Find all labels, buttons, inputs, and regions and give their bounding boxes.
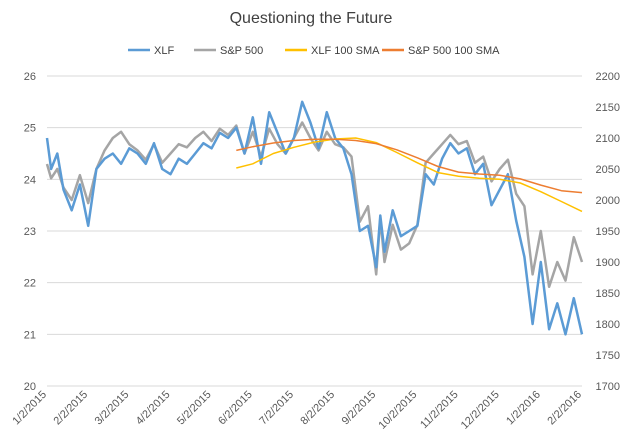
right-tick-label: 1900 xyxy=(596,257,620,269)
left-axis: 20 21 22 23 24 25 26 xyxy=(24,71,36,393)
right-tick-label: 2100 xyxy=(596,133,620,145)
series-line-xlf xyxy=(45,100,584,336)
x-tick-label: 7/2/2015 xyxy=(257,389,296,428)
series-line-xlf-100-sma xyxy=(236,137,583,213)
x-tick-label: 2/2/2016 xyxy=(545,389,584,428)
right-axis: 1700 1750 1800 1850 1900 1950 2000 2050 2100 2150… xyxy=(596,71,620,393)
series-line-s-p-500-100-sma xyxy=(236,138,583,194)
legend: XLF S&P 500 XLF 100 SMA S&P 500 100 SMA xyxy=(128,45,500,57)
series-lines xyxy=(45,100,584,336)
right-tick-label: 2150 xyxy=(596,102,620,114)
left-tick-label: 26 xyxy=(24,71,36,83)
x-tick-label: 10/2/2015 xyxy=(376,389,419,432)
legend-label: S&P 500 xyxy=(220,45,263,57)
x-tick-label: 2/2/2015 xyxy=(52,389,91,428)
right-tick-label: 1850 xyxy=(596,288,620,300)
right-tick-label: 1700 xyxy=(596,381,620,393)
right-tick-label: 2200 xyxy=(596,71,620,83)
x-tick-label: 8/2/2015 xyxy=(298,389,337,428)
x-tick-label: 11/2/2015 xyxy=(418,389,461,432)
x-tick-label: 6/2/2015 xyxy=(216,389,255,428)
chart-title: Questioning the Future xyxy=(230,10,393,27)
left-tick-label: 22 xyxy=(24,278,36,290)
x-tick-label: 3/2/2015 xyxy=(93,389,132,428)
x-tick-label: 9/2/2015 xyxy=(340,389,379,428)
left-tick-label: 24 xyxy=(24,174,36,186)
right-tick-label: 2050 xyxy=(596,164,620,176)
left-tick-label: 23 xyxy=(24,226,36,238)
x-tick-label: 5/2/2015 xyxy=(175,389,214,428)
right-tick-label: 1800 xyxy=(596,319,620,331)
x-tick-label: 12/2/2015 xyxy=(459,389,502,432)
x-tick-label: 1/2/2016 xyxy=(504,389,543,428)
x-axis: 1/2/2015 2/2/2015 3/2/2015 4/2/2015 5/2/2015… xyxy=(10,389,584,432)
series-line-s-p-500 xyxy=(45,121,584,289)
legend-label: XLF 100 SMA xyxy=(311,45,380,57)
legend-label: XLF xyxy=(154,45,174,57)
legend-label: S&P 500 100 SMA xyxy=(408,45,500,57)
right-tick-label: 2000 xyxy=(596,195,620,207)
left-tick-label: 20 xyxy=(24,381,36,393)
right-tick-label: 1750 xyxy=(596,350,620,362)
gridlines xyxy=(47,75,582,387)
x-tick-label: 4/2/2015 xyxy=(134,389,173,428)
left-tick-label: 25 xyxy=(24,123,36,135)
x-tick-label: 1/2/2015 xyxy=(10,389,49,428)
right-tick-label: 1950 xyxy=(596,226,620,238)
left-tick-label: 21 xyxy=(24,329,36,341)
